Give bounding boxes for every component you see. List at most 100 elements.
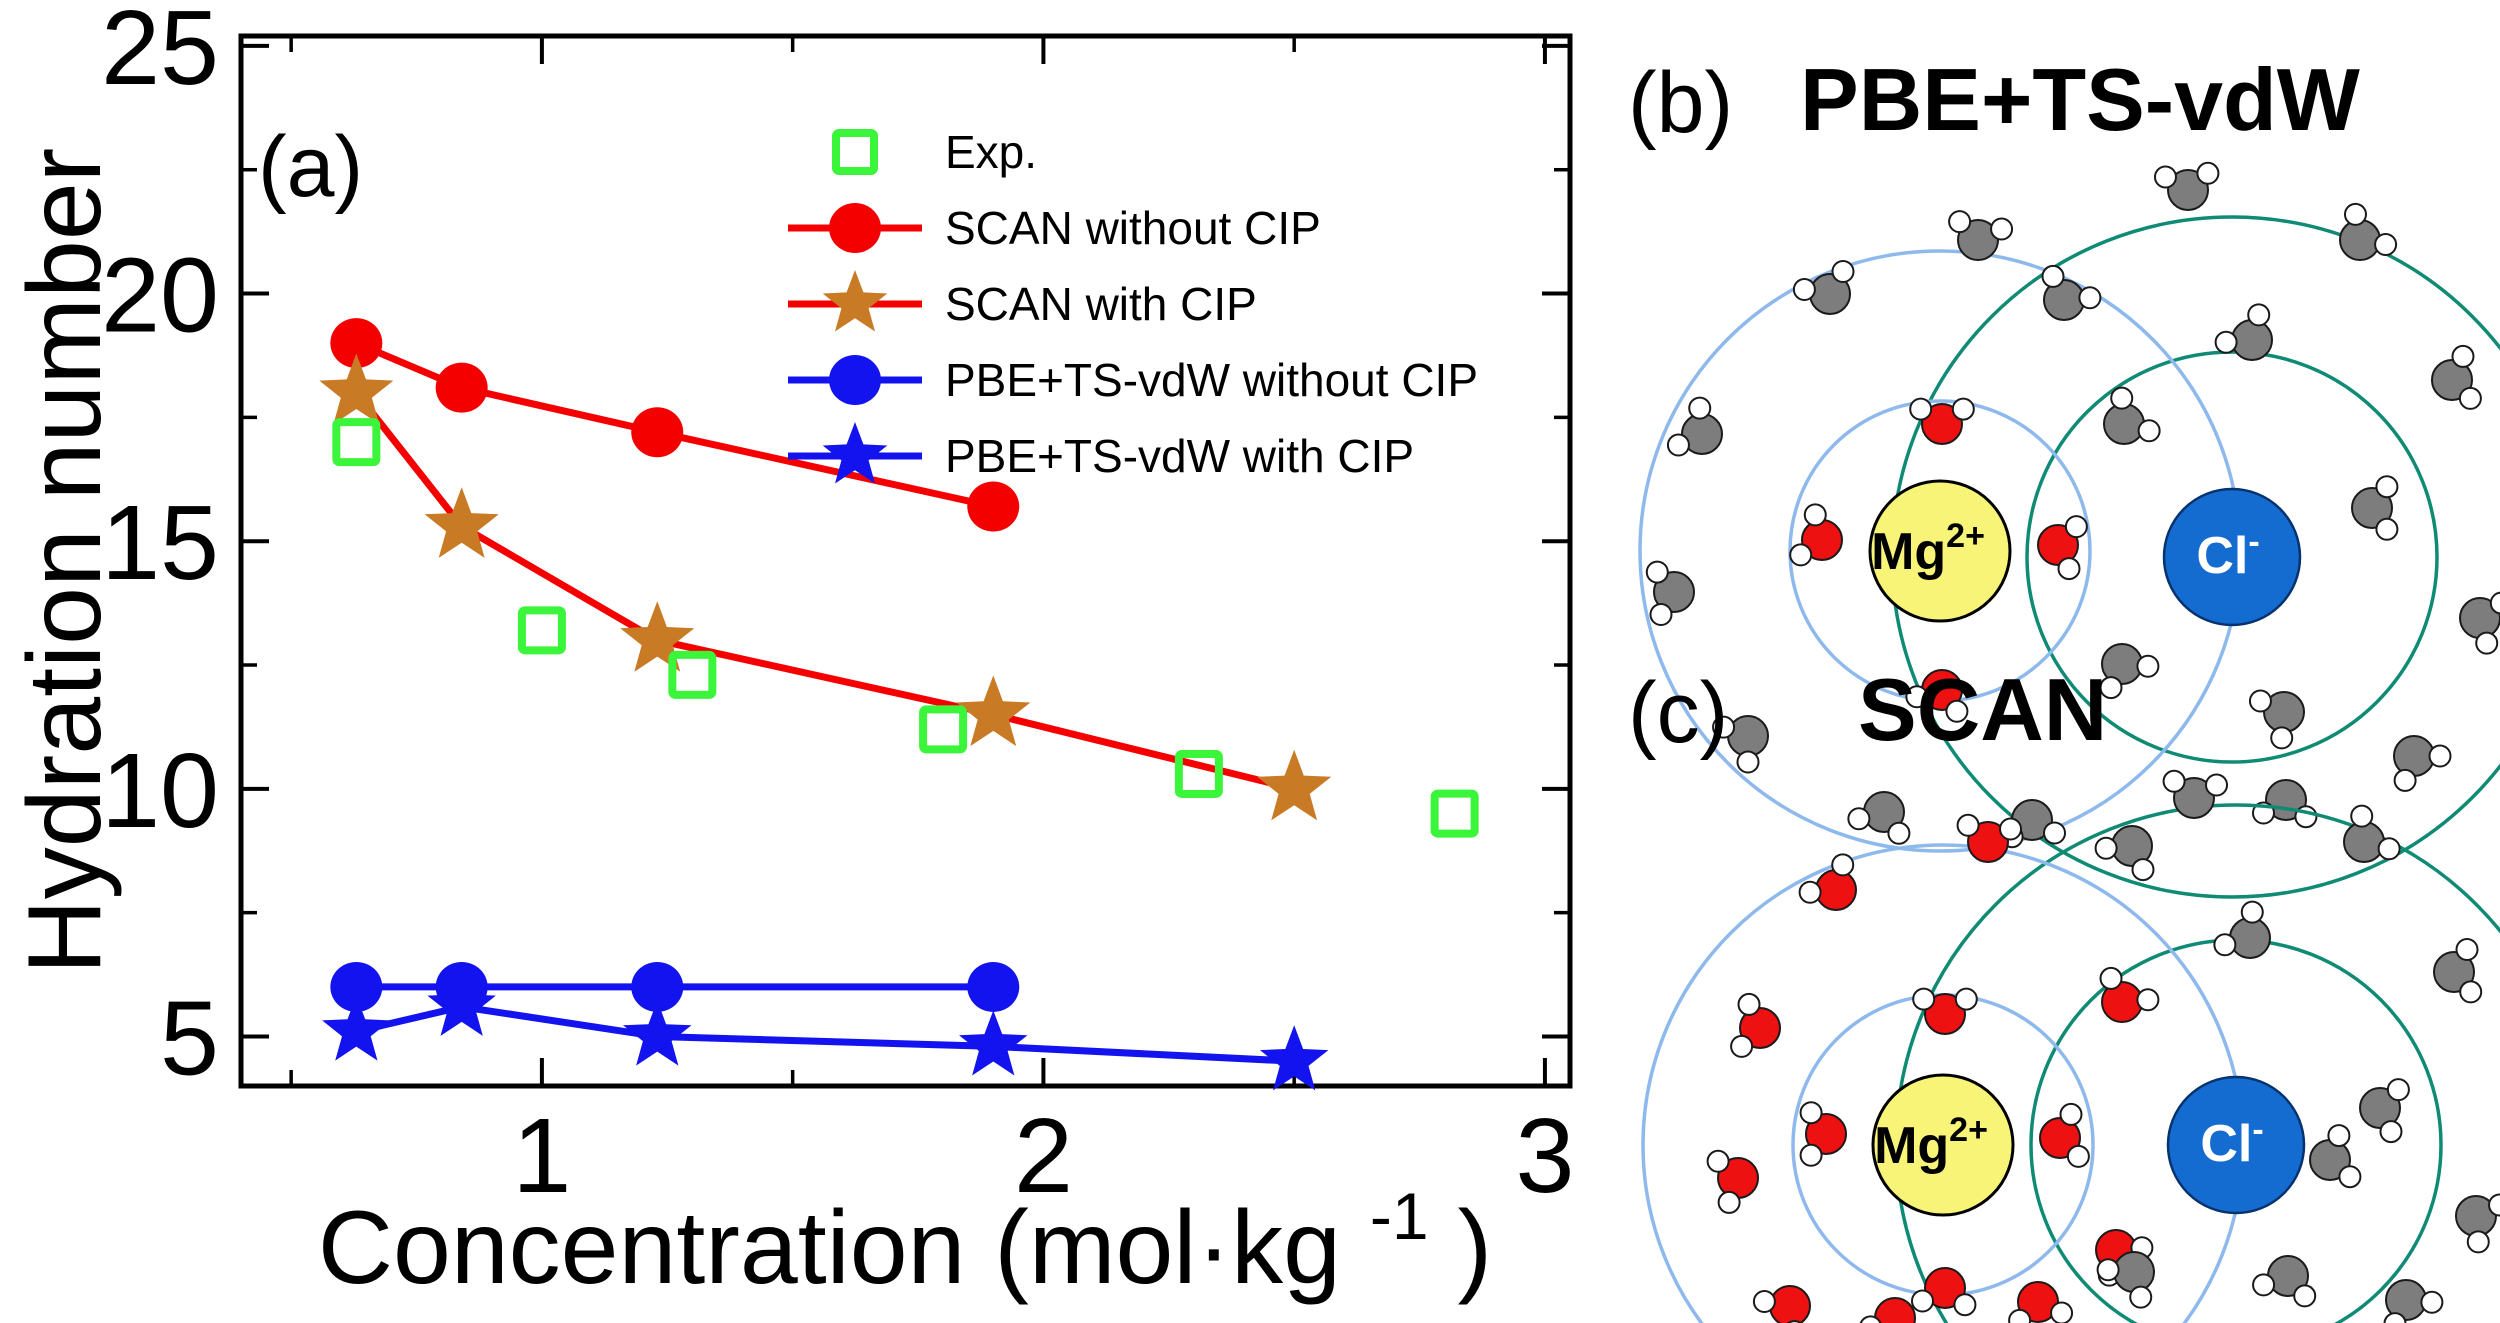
hydrogen-atom [1717,1190,1741,1214]
x-tick-label: 3 [1515,1097,1574,1215]
water-molecule-gray [2455,1193,2500,1254]
data-point-marker [330,318,383,369]
hydrogen-atom [2041,264,2065,288]
water-molecule-gray [2096,1251,2155,1309]
water-molecule-red [1905,669,1969,723]
hydrogen-atom [2213,933,2237,957]
water-molecule-gray [2459,591,2500,655]
hydrogen-atom [1912,987,1936,1011]
cl-ion-circle [2166,1075,2306,1215]
water-molecule-red [1799,1101,1847,1167]
legend-star-icon [822,270,888,332]
mg-ion-circle [1868,479,2012,623]
hydrogen-atom [2475,631,2499,655]
hydrogen-atom [2375,517,2399,541]
hydrogen-atom [2099,966,2123,990]
hydrogen-atom [2129,1285,2153,1309]
hydrogen-atom [2466,1230,2490,1254]
oxygen-atom [1967,821,2009,863]
water-molecule-red [2039,1102,2090,1168]
plot-frame [238,33,1573,1089]
legend-label: PBE+TS-vdW with CIP [945,430,1414,482]
hydrogen-atom [1859,1315,1882,1323]
water-molecule-gray [2103,386,2161,445]
series-pbe-ts-vdw-without-cip [330,961,1020,1012]
water-molecule-red [1910,1267,1977,1317]
oxygen-atom [2343,821,2385,863]
hydrogen-atom [2489,591,2500,615]
panel-b-title: PBE+TS-vdW [1800,50,2360,149]
mg-label-main: Mg [1871,523,1946,581]
hydrogen-atom [2196,161,2220,185]
water-molecule-red [2008,1281,2074,1323]
data-point-marker [427,970,496,1036]
oxygen-atom [1653,571,1695,613]
hydrogen-atom [1799,1143,1823,1167]
water-molecule-gray [2251,779,2318,829]
hydrogen-atom [2099,676,2123,700]
oxygen-atom [2037,524,2079,566]
water-molecule-gray [1792,259,1855,315]
y-tick-label: 5 [160,979,219,1097]
series-line [354,339,995,510]
water-molecule-red [1859,1297,1916,1323]
legend-label: PBE+TS-vdW without CIP [945,354,1478,406]
hydrogen-atom [1951,397,1975,421]
water-molecule-gray [2099,643,2160,700]
oxygen-atom [2229,917,2271,959]
oxygen-atom [1924,993,1966,1035]
oxygen-atom [2339,219,2381,261]
legend-label: SCAN with CIP [945,278,1257,330]
hydrogen-atom [2066,1144,2090,1168]
hydration-diagram-scan: Mg2+ Cl- [1641,769,2500,1323]
hydrogen-atom [2008,1308,2032,1323]
panel-a-label: (a) [258,119,363,215]
hydrogen-atom [1999,817,2023,841]
water-molecule-gray [2041,264,2102,321]
legend-label: SCAN without CIP [945,202,1321,254]
legend-circle-icon [829,355,881,405]
legend-circle-icon [829,203,881,253]
oxygen-atom [1769,1285,1811,1323]
oxygen-atom [2039,1117,2081,1159]
mg-ion-circle [1871,1073,2015,1217]
plot-area: 1 2 3 5 10 15 20 25 [101,0,1574,1215]
water-molecule-gray [2248,689,2305,750]
data-point-marker [1430,789,1479,838]
mg-label-sup: 2+ [1949,1111,1988,1149]
legend-star-icon [822,422,888,484]
water-molecule-gray [2339,202,2398,261]
hydrogen-atom [2162,769,2186,793]
hydrogen-atom [1887,821,1911,845]
hydrogen-atom [1910,1289,1934,1313]
water-molecule-red [1730,992,1781,1058]
panel-c-title: SCAN [1858,660,2107,759]
oxygen-atom [2393,735,2435,777]
data-point-marker [967,961,1020,1012]
data-point-marker [322,995,391,1061]
oxygen-atom [1874,1297,1916,1323]
hydrogen-atom [1792,277,1816,301]
legend-label: Exp. [945,126,1037,178]
water-molecule-gray [1948,210,2014,261]
cl-label-main: Cl [2200,1115,2252,1173]
hydrogen-atom [1736,750,1760,774]
hydrogen-atom [2050,1301,2074,1323]
water-molecule-gray [2213,900,2271,959]
water-molecule-gray [2309,1124,2362,1189]
legend-row: PBE+TS-vdW with CIP [788,422,1414,484]
water-molecule-gray [2431,344,2482,410]
hydrogen-atom [1645,560,1669,584]
hydrogen-atom [2377,837,2401,861]
water-molecule-gray [2162,769,2229,819]
data-point-marker [959,1010,1028,1076]
hydrogen-atom [1948,210,1972,234]
legend-row: SCAN with CIP [788,270,1257,332]
oxygen-atom [1739,1007,1781,1049]
x-axis-title-main: Concentration (mol·kg [318,1190,1341,1306]
hydrogen-atom [2459,980,2483,1004]
hydrogen-atom [2240,900,2264,924]
oxygen-atom [2231,319,2273,361]
legend: Exp. SCAN without CIP SCAN with CIP PBE+TS-… [788,126,1478,484]
